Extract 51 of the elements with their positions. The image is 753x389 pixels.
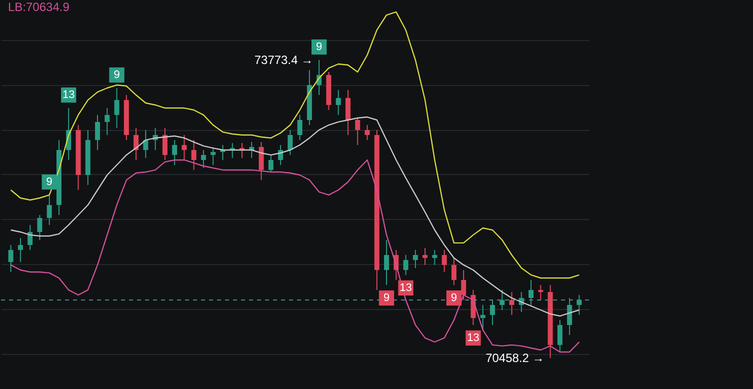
candlestick (576, 294, 582, 316)
candlestick (37, 214, 42, 240)
text: 70458.2 → (486, 350, 544, 365)
candlestick (28, 224, 33, 250)
annotation: 9 (46, 176, 52, 188)
candlestick (8, 244, 14, 272)
text: 73773.4 → (254, 53, 314, 68)
candlestick (172, 140, 178, 166)
candlestick (480, 304, 486, 330)
annotation: 13 (62, 89, 75, 102)
candlestick (258, 142, 264, 181)
candlestick (182, 134, 187, 160)
annotation: LB:70634.9 (8, 0, 70, 14)
candlestick (336, 89, 341, 116)
candlestick (528, 279, 534, 306)
candlestick (557, 319, 562, 352)
candlestick (134, 127, 139, 160)
candlestick (490, 300, 495, 326)
candlestick (384, 239, 390, 286)
annotation: 9 (114, 68, 120, 81)
annotation: 9 (450, 292, 458, 304)
candlestick (451, 257, 456, 286)
candlestick (432, 249, 438, 266)
candlestick (104, 108, 110, 136)
candlestick (297, 114, 302, 141)
candlestick (143, 129, 148, 159)
candlestick (355, 118, 360, 146)
candlestick (210, 148, 216, 166)
candlestick (403, 254, 408, 276)
candlestick (95, 114, 100, 151)
candlestick (46, 194, 52, 226)
candlestick (288, 129, 293, 156)
candlestick (345, 89, 350, 136)
candlestick (268, 154, 274, 173)
candlestick (500, 289, 505, 310)
candlestick (191, 140, 196, 170)
annotation: 9 (316, 41, 322, 54)
candlestick (412, 249, 418, 269)
annotation: 13 (467, 332, 480, 344)
candlestick (538, 284, 544, 301)
annotation: 13 (400, 282, 412, 294)
candlestick (200, 150, 206, 168)
candlestick (162, 127, 168, 160)
candlestick (567, 297, 572, 336)
candlestick (18, 238, 23, 262)
candlestick (364, 124, 370, 141)
candlestick (509, 292, 514, 316)
candlestick (114, 87, 120, 128)
candlestick (422, 247, 428, 266)
annotation: 9 (383, 292, 390, 304)
candlestick (442, 249, 447, 272)
